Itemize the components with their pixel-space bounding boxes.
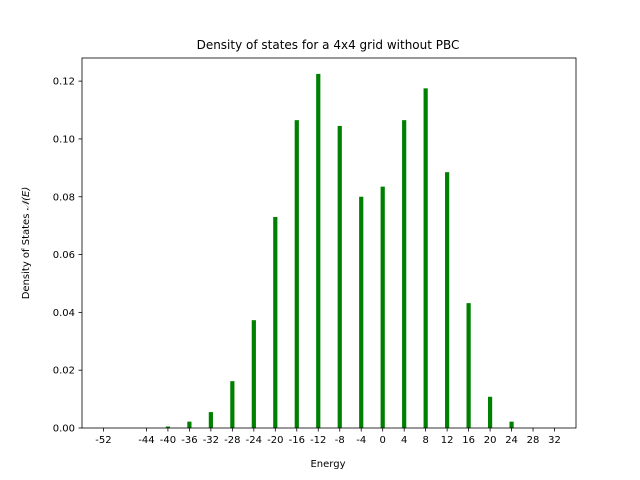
bar--32 xyxy=(208,412,213,428)
x-tick-label: 24 xyxy=(505,435,518,446)
x-tick-label: -8 xyxy=(335,435,345,446)
bar--16 xyxy=(294,120,299,429)
x-tick-label: 16 xyxy=(462,435,475,446)
x-tick-label: -4 xyxy=(356,435,366,446)
x-tick-label: -36 xyxy=(181,435,197,446)
chart-title: Density of states for a 4x4 grid without… xyxy=(197,38,460,52)
x-tick-label: 20 xyxy=(484,435,497,446)
x-tick-label: 12 xyxy=(441,435,454,446)
bar--8 xyxy=(337,125,342,429)
x-tick-label: 28 xyxy=(527,435,540,446)
y-tick-label: 0.08 xyxy=(53,192,75,203)
bar--24 xyxy=(251,320,256,428)
y-tick-label: 0.06 xyxy=(53,250,75,261)
plot-frame xyxy=(81,57,577,429)
x-tick-label: -32 xyxy=(203,435,219,446)
x-tick-label: -44 xyxy=(138,435,154,446)
x-tick-label: 32 xyxy=(548,435,561,446)
y-axis-label: Density of States 𝒩(E) xyxy=(21,187,32,300)
x-tick-label: -20 xyxy=(267,435,283,446)
y-tick-label: 0.12 xyxy=(53,77,75,88)
bar-4 xyxy=(402,120,407,429)
bars-group xyxy=(165,73,514,429)
x-tick-label: -16 xyxy=(289,435,305,446)
y-tick-label: 0.04 xyxy=(53,308,75,319)
bar-8 xyxy=(423,88,428,428)
x-tick-label: -12 xyxy=(310,435,326,446)
bar-24 xyxy=(509,421,514,428)
y-tick-label: 0.02 xyxy=(53,366,75,377)
x-tick-label: 0 xyxy=(380,435,386,446)
bar--40 xyxy=(165,426,171,428)
y-axis-ticks: 0.00 0.02 0.04 0.06 0.08 0.10 0.12 xyxy=(53,77,82,435)
y-axis-label-symbol: 𝒩(E) xyxy=(21,187,32,211)
y-axis-label-text: Density of States xyxy=(21,210,32,299)
bar-20 xyxy=(487,396,493,428)
bar--28 xyxy=(230,381,235,428)
x-axis-label: Energy xyxy=(310,459,345,470)
bar-12 xyxy=(445,172,450,428)
x-tick-label: 8 xyxy=(422,435,428,446)
x-tick-label: -28 xyxy=(224,435,240,446)
bar--12 xyxy=(316,73,321,429)
bar--20 xyxy=(273,216,278,428)
y-tick-label: 0.00 xyxy=(53,424,75,435)
bar--4 xyxy=(359,196,364,428)
x-tick-label: 4 xyxy=(401,435,407,446)
bar-0 xyxy=(380,186,385,428)
x-tick-label: -40 xyxy=(160,435,176,446)
x-tick-label: -52 xyxy=(95,435,111,446)
bar--36 xyxy=(187,421,192,428)
bar-16 xyxy=(466,303,471,429)
y-tick-label: 0.10 xyxy=(53,134,75,145)
x-tick-label: -24 xyxy=(246,435,262,446)
x-axis-ticks: -52 -44 -40 -36 -32 -28 -24 -20 -16 -12 -8 -4 0 4 8 12 1… xyxy=(95,428,561,446)
